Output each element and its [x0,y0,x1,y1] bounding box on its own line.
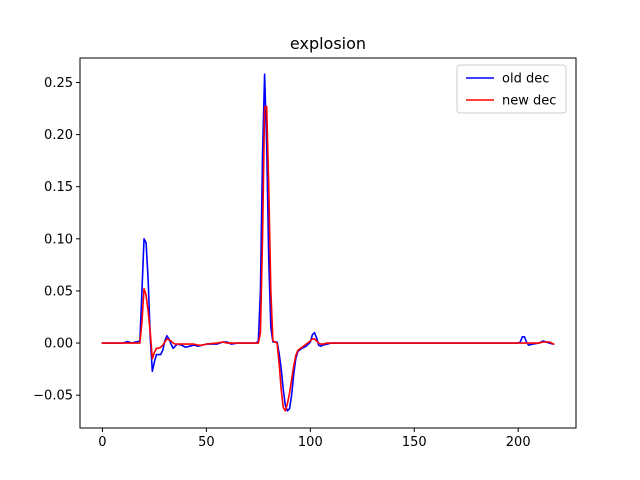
plot-area [101,73,555,412]
axes-frame [79,57,577,429]
x-tick-label: 50 [198,435,215,450]
chart-title: explosion [290,34,366,53]
y-tick-label: 0.15 [44,180,73,195]
y-tick-label: 0.00 [44,337,73,352]
y-tick-label: −0.05 [33,389,73,404]
series-line-new-dec [101,105,555,412]
axes: 0 50 100 150 200 −0.05 0.00 0.05 0.10 0.15 0.20 0.2… [33,57,577,450]
y-tick-label: 0.05 [44,284,73,299]
y-tick-label: 0.20 [44,128,73,143]
x-tick-label: 150 [402,435,427,450]
legend: old dec new dec [456,64,567,114]
x-tick-label: 100 [298,435,323,450]
y-tick-label: 0.25 [44,76,73,91]
x-tick-label: 0 [98,435,106,450]
legend-label-new-dec: new dec [502,94,556,109]
x-tick-label: 200 [506,435,531,450]
legend-box [456,64,567,114]
y-tick-label: 0.10 [44,232,73,247]
legend-label-old-dec: old dec [502,72,549,87]
